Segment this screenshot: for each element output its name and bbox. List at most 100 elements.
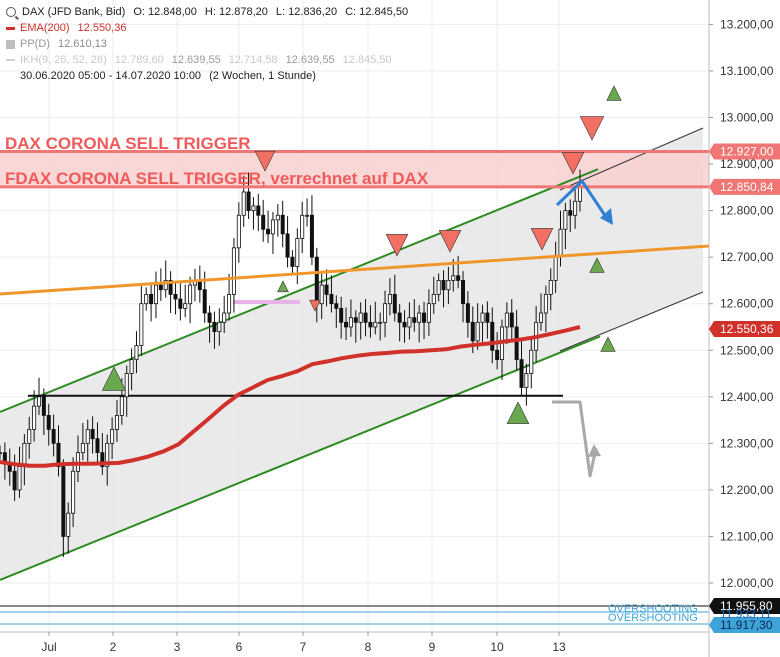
x-tick-label: 2	[110, 640, 117, 654]
candle-body	[475, 321, 480, 342]
y-tick-label: 12.200,00	[720, 483, 774, 497]
candle-body	[173, 293, 178, 300]
projection-arrowhead-blue	[600, 208, 613, 225]
y-tick-label: 13.200,00	[720, 17, 774, 31]
x-tick-label: Jul	[41, 640, 56, 654]
pp-swatch	[6, 39, 15, 49]
ikh-value-5: 12.845,50	[342, 54, 392, 66]
ikh-swatch	[6, 59, 15, 61]
candle-body	[524, 373, 529, 388]
search-icon[interactable]	[6, 7, 16, 17]
candle-body	[207, 312, 212, 323]
ikh-value-1: 12.789,60	[114, 54, 164, 66]
candle-body	[358, 312, 363, 323]
candle-body	[339, 307, 344, 323]
candle-body	[461, 280, 466, 305]
candle-body	[12, 470, 17, 491]
candle-body	[61, 466, 66, 537]
candle-body	[222, 312, 227, 323]
candle-body	[231, 247, 236, 295]
candle-body	[119, 396, 124, 416]
candle-body	[446, 280, 451, 291]
pp-label: PP(D)	[20, 38, 50, 50]
candle-body	[212, 321, 217, 333]
candle-body	[183, 303, 188, 309]
channel-upper-line	[0, 168, 599, 413]
candle-body	[568, 210, 573, 216]
sell-signal-marker	[530, 228, 554, 251]
candle-body	[36, 396, 41, 407]
candle-body	[95, 438, 100, 454]
legend-ohlc-row: DAX (JFD Bank, Bid) O: 12.848,00 H: 12.8…	[6, 4, 408, 20]
candle-body	[314, 256, 319, 305]
y-tick-label: 12.700,00	[720, 250, 774, 264]
candle-body	[485, 312, 490, 323]
x-tick-label: 8	[365, 640, 372, 654]
x-tick-label: 6	[236, 640, 243, 654]
x-tick-label: 10	[490, 640, 504, 654]
candle-body	[441, 280, 446, 291]
candle-body	[417, 312, 422, 323]
candle-body	[451, 275, 456, 281]
x-tick-label: 7	[300, 640, 307, 654]
high-value: H: 12.878,20	[204, 6, 268, 18]
pp-value: 12.610,13	[57, 38, 107, 50]
period-interval: (2 Wochen, 1 Stunde)	[209, 70, 316, 82]
candle-body	[324, 284, 329, 295]
y-tick-label: 12.600,00	[720, 297, 774, 311]
close-value: C: 12.845,50	[345, 6, 409, 18]
candle-body	[0, 452, 3, 455]
instrument-name: DAX (JFD Bank, Bid)	[22, 6, 126, 18]
candle-body	[412, 317, 417, 323]
candle-body	[368, 321, 373, 328]
overshoot-partial-label: 11.933,11	[720, 607, 772, 621]
candle-body	[100, 452, 105, 468]
overshoot-badge-1-bg	[709, 598, 780, 614]
candle-body	[383, 303, 388, 323]
candle-body	[519, 359, 524, 388]
overshoot-badge-2-bg	[709, 617, 780, 633]
candle-body	[56, 442, 61, 468]
sell-signal-marker	[579, 116, 605, 141]
candle-body	[251, 205, 256, 212]
chart-legend: DAX (JFD Bank, Bid) O: 12.848,00 H: 12.8…	[6, 4, 408, 84]
candle-body	[144, 293, 149, 305]
candle-body	[163, 280, 168, 291]
candle-body	[149, 293, 154, 305]
ema-label: EMA(200)	[20, 22, 70, 34]
candle-body	[456, 275, 461, 281]
candle-body	[124, 373, 129, 398]
sell-signal-marker	[438, 230, 462, 253]
ikh-value-4: 12.639,55	[285, 54, 335, 66]
y-tick-label: 12.000,00	[720, 576, 774, 590]
candle-body	[558, 228, 563, 258]
candle-body	[295, 238, 300, 267]
candle-body	[241, 191, 246, 216]
projection-arrow-blue	[555, 179, 610, 221]
ema-swatch	[6, 26, 15, 30]
candle-body	[168, 280, 173, 295]
candle-body	[470, 321, 475, 342]
candle-body	[300, 214, 305, 239]
candle-body	[490, 321, 495, 351]
legend-ikh-row[interactable]: IKH(9, 26, 52, 26) 12.789,60 12.639,55 1…	[6, 52, 408, 68]
candle-body	[110, 428, 115, 444]
candle-body	[305, 214, 310, 217]
open-value: O: 12.848,00	[133, 6, 197, 18]
legend-ema-row[interactable]: EMA(200) 12.550,36	[6, 20, 408, 36]
candle-body	[90, 428, 95, 440]
buy-signal-marker	[589, 257, 605, 273]
candle-body	[422, 312, 427, 323]
candle-body	[402, 321, 407, 328]
candle-body	[514, 326, 519, 360]
legend-pp-row[interactable]: PP(D) 12.610,13	[6, 36, 408, 52]
ikh-label: IKH(9, 26, 52, 26)	[20, 54, 107, 66]
candle-body	[85, 428, 90, 444]
sell-signal-marker	[385, 234, 409, 257]
candle-body	[309, 214, 314, 258]
overshooting-label: OVERSHOOTING	[608, 603, 698, 615]
sell-signal-marker	[254, 150, 276, 172]
candle-body	[17, 466, 22, 491]
candle-body	[543, 293, 548, 314]
